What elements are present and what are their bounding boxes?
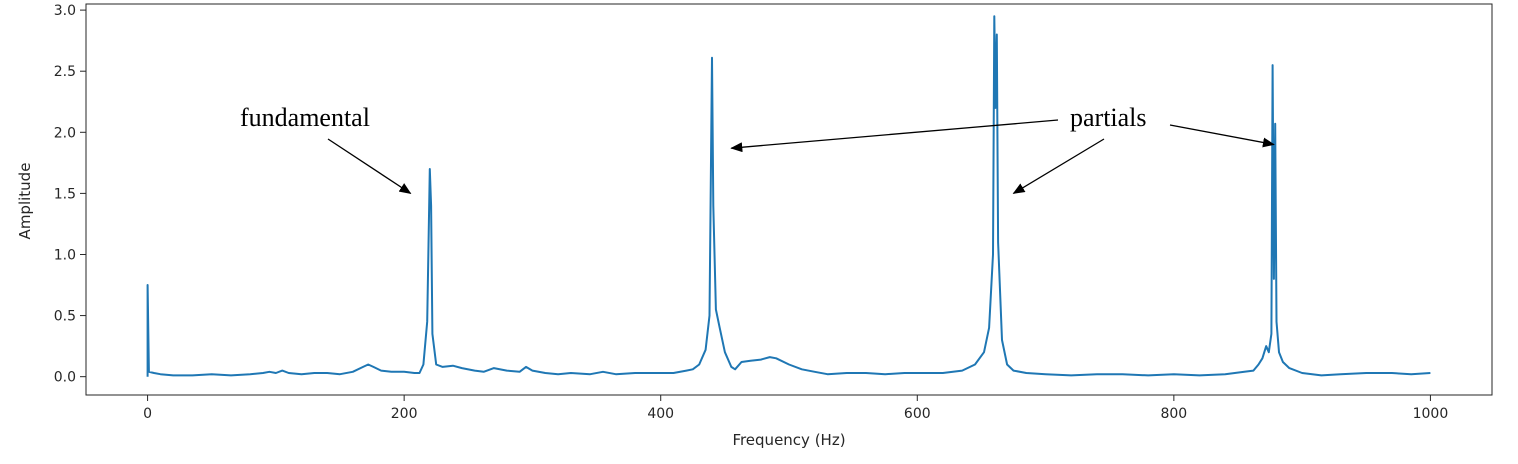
- annotations: fundamental partials: [240, 103, 1275, 194]
- y-tick-label: 0.5: [54, 309, 76, 325]
- x-tick-label: 400: [647, 406, 674, 422]
- x-axis-label: Frequency (Hz): [732, 431, 845, 449]
- annotation-fundamental: fundamental: [240, 103, 370, 132]
- y-axis-label: Amplitude: [16, 163, 34, 240]
- plot-area-frame: [85, 3, 1493, 396]
- y-tick-label: 1.5: [54, 186, 76, 202]
- annotation-arrow: [1169, 124, 1275, 148]
- x-tick-label: 0: [143, 406, 152, 422]
- y-tick-label: 0.0: [54, 370, 76, 386]
- annotation-arrow: [327, 138, 412, 194]
- y-tick-label: 3.0: [54, 3, 76, 19]
- x-tick-label: 800: [1160, 406, 1187, 422]
- y-tick-label: 1.0: [54, 247, 76, 263]
- x-tick-label: 600: [904, 406, 931, 422]
- x-axis-ticks: 0 200 400 600 800 1000: [143, 395, 1448, 422]
- annotation-arrow: [1012, 138, 1105, 194]
- y-tick-label: 2.0: [54, 125, 76, 141]
- x-tick-label: 200: [391, 406, 418, 422]
- series-line: [146, 15, 1431, 377]
- x-tick-label: 1000: [1413, 406, 1449, 422]
- y-tick-label: 2.5: [54, 64, 76, 80]
- annotation-arrow: [730, 119, 1059, 153]
- annotation-partials: partials: [1070, 103, 1147, 132]
- y-axis-ticks: 0.0 0.5 1.0 1.5 2.0 2.5 3.0: [54, 3, 86, 386]
